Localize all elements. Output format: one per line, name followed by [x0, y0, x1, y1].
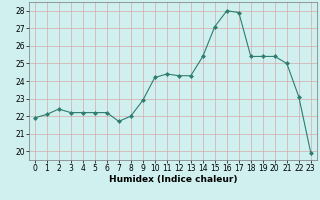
X-axis label: Humidex (Indice chaleur): Humidex (Indice chaleur) — [108, 175, 237, 184]
